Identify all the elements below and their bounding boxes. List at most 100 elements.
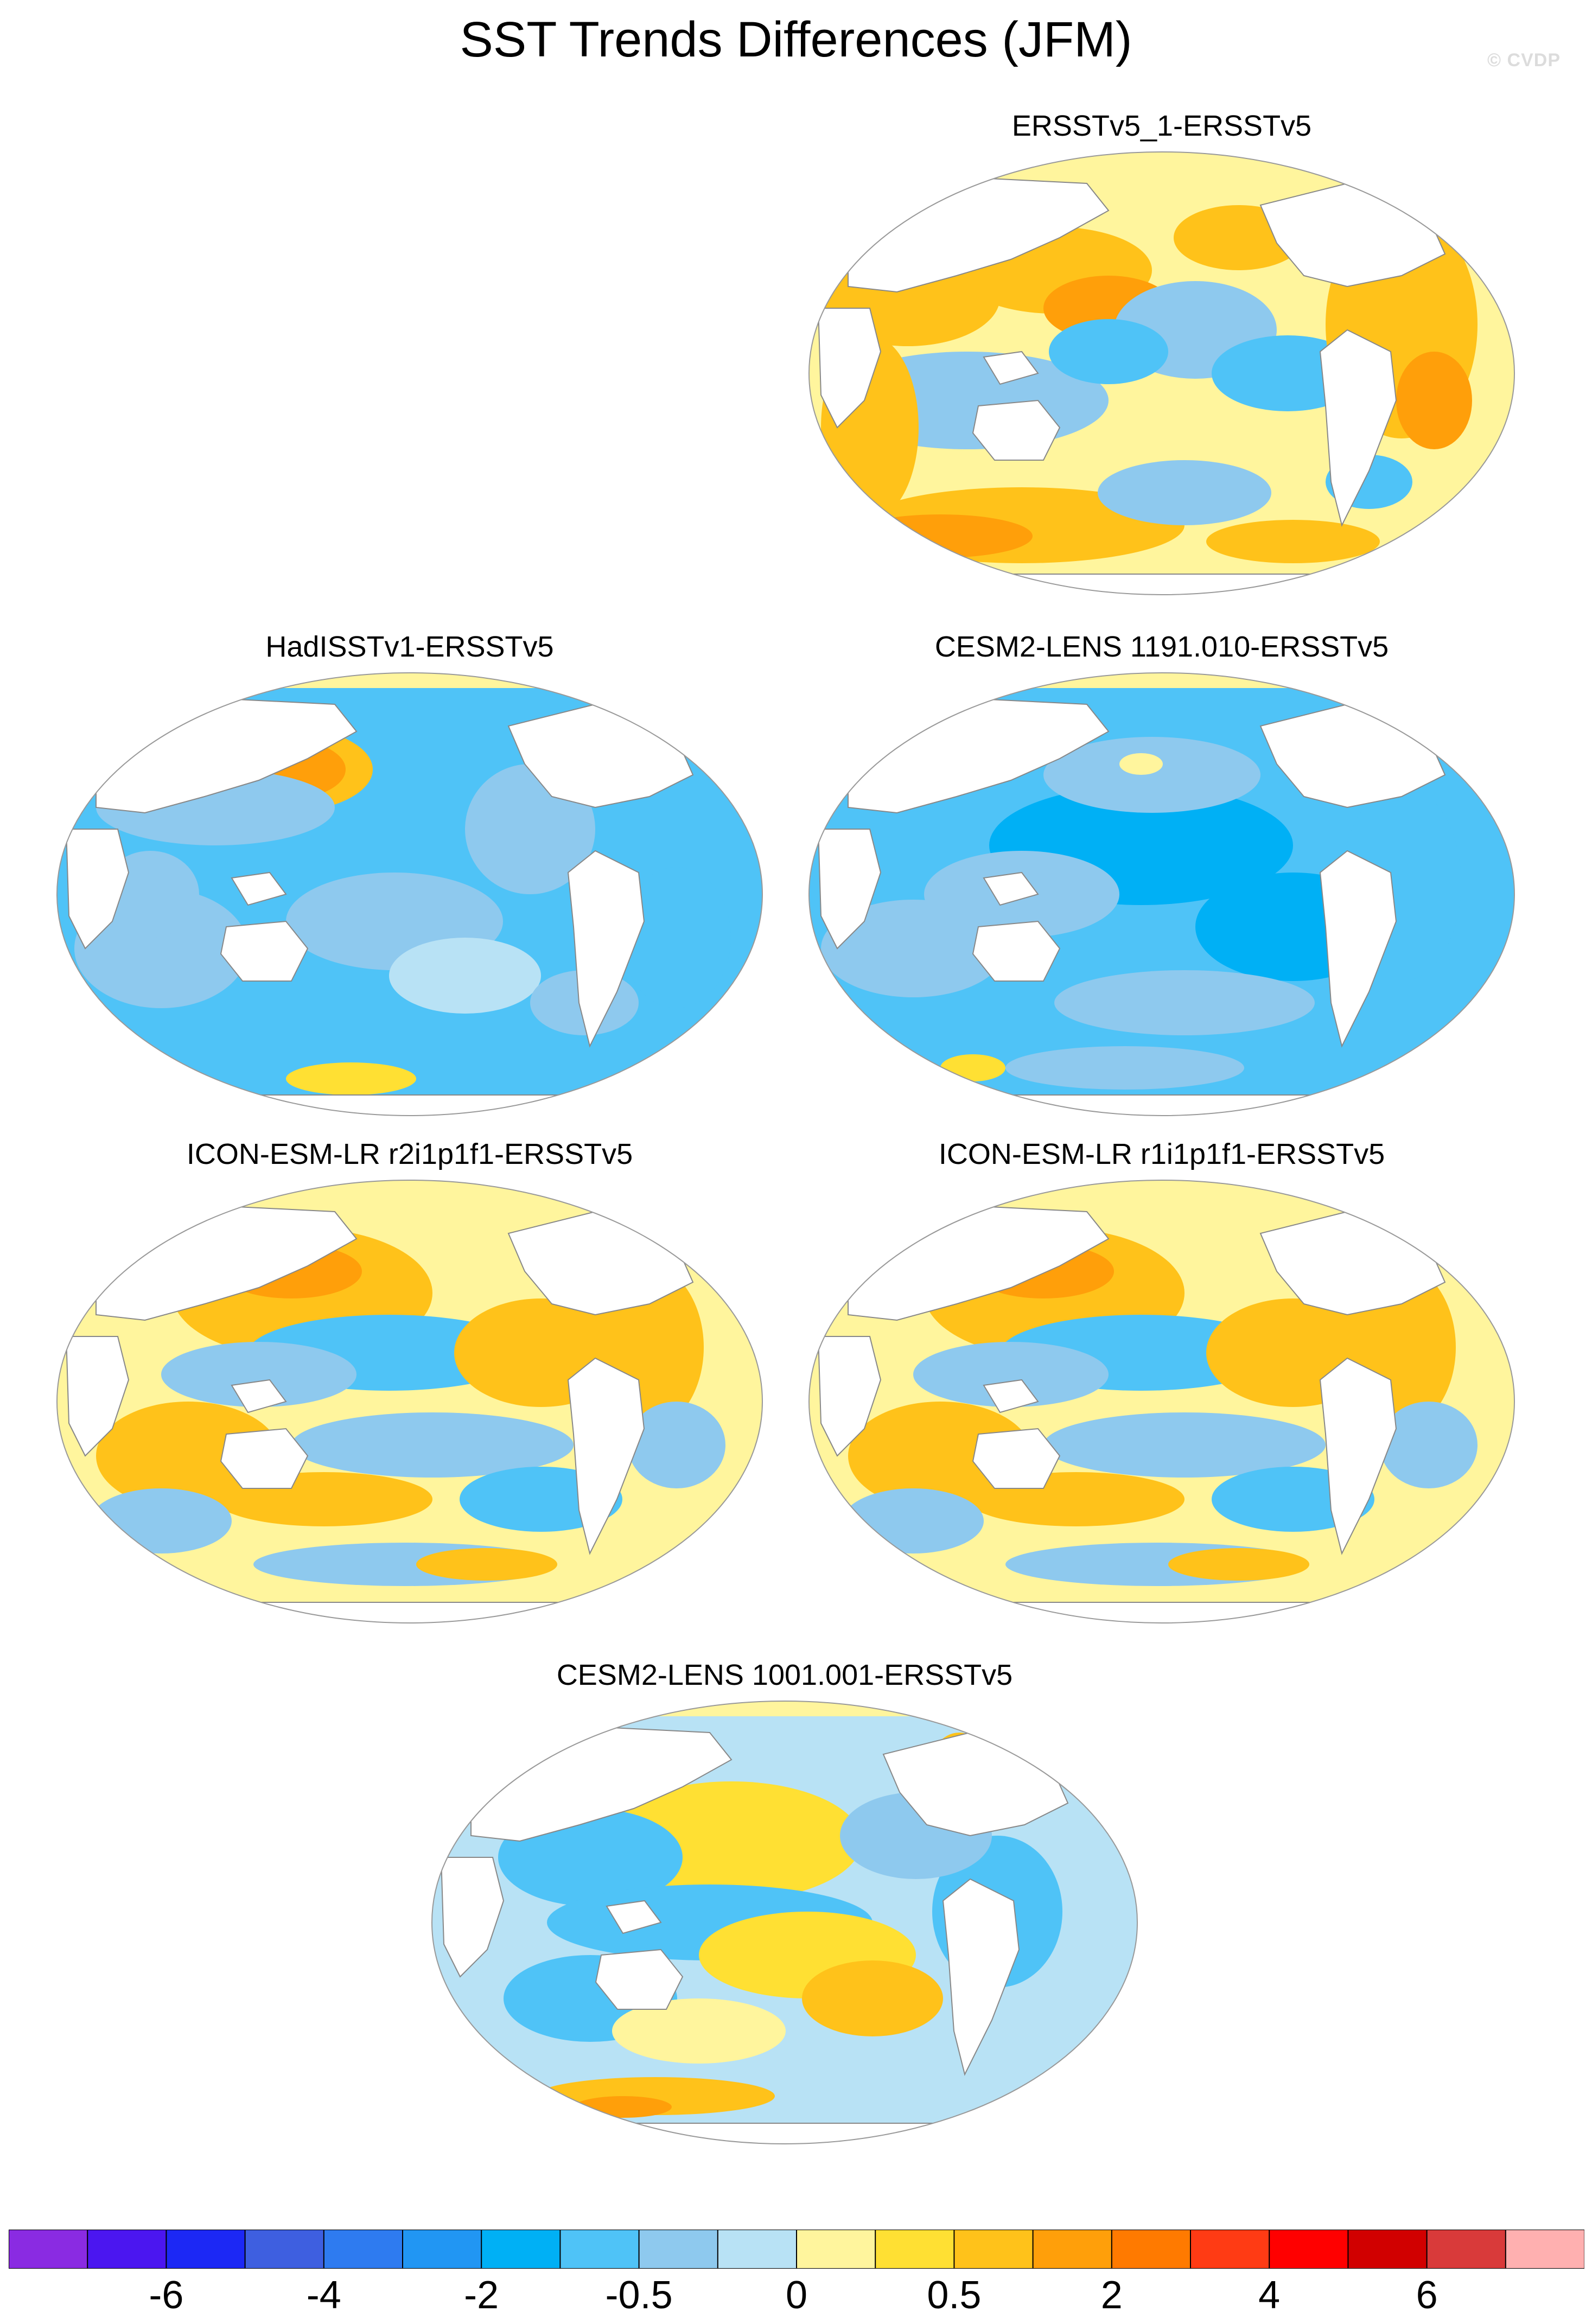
landmass xyxy=(1319,329,1397,527)
landmass xyxy=(65,1336,130,1457)
map-panel-1: ERSSTv5_1-ERSSTv5 xyxy=(805,109,1519,608)
landmass xyxy=(817,308,882,429)
colorbar-swatch xyxy=(87,2230,167,2269)
colorbar xyxy=(9,2230,1584,2269)
landmass xyxy=(65,829,130,950)
colorbar-swatch xyxy=(717,2230,798,2269)
panel-title: CESM2-LENS 1001.001-ERSSTv5 xyxy=(556,1659,1013,1691)
sst-anomaly-patch xyxy=(628,1402,725,1488)
landmass xyxy=(220,1428,309,1489)
colorbar-swatch xyxy=(953,2230,1034,2269)
landmass xyxy=(606,1900,662,1934)
map-panel-5: ICON-ESM-LR r1i1p1f1-ERSSTv5 xyxy=(805,1137,1519,1636)
colorbar-swatch xyxy=(9,2230,88,2269)
map-panel-6: CESM2-LENS 1001.001-ERSSTv5 xyxy=(428,1658,1142,2157)
landmass xyxy=(817,1336,882,1457)
colorbar-tick-label: -4 xyxy=(306,2274,341,2317)
map-panel-3: CESM2-LENS 1191.010-ERSSTv5 xyxy=(805,629,1519,1129)
panel-title: HadISSTv1-ERSSTv5 xyxy=(265,631,554,663)
landmass xyxy=(220,920,309,982)
landmass xyxy=(983,871,1039,906)
map-panel-2: HadISSTv1-ERSSTv5 xyxy=(53,629,767,1129)
arctic-band xyxy=(967,673,1356,688)
map-border xyxy=(56,672,763,1116)
colorbar-tick-label: -6 xyxy=(149,2274,184,2317)
arctic-band xyxy=(967,152,1356,167)
landmass xyxy=(868,574,1452,595)
landmass xyxy=(983,1379,1039,1413)
sst-anomaly-patch xyxy=(913,1342,1109,1407)
sst-anomaly-patch xyxy=(802,1960,943,2036)
sst-map xyxy=(431,1701,1138,2144)
sst-map xyxy=(56,1180,763,1623)
landmass xyxy=(1319,850,1397,1048)
landmass xyxy=(116,1094,700,1116)
colorbar-tick-label: 0 xyxy=(785,2274,808,2317)
landmass xyxy=(1395,161,1441,195)
colorbar-swatch xyxy=(481,2230,561,2269)
sst-anomaly-patch xyxy=(1049,319,1168,384)
sst-anomaly-patch xyxy=(821,900,1005,997)
colorbar-swatch xyxy=(244,2230,325,2269)
landmass xyxy=(983,351,1039,385)
sst-map xyxy=(808,151,1515,595)
landmass xyxy=(868,1094,1452,1116)
colorbar-tick-label: -0.5 xyxy=(605,2274,673,2317)
landmass xyxy=(1319,1357,1397,1555)
sst-anomaly-patch xyxy=(1043,1412,1326,1478)
colorbar-labels: -6 -4 -2 -0.5 0 0.5 2 4 6 xyxy=(9,2272,1584,2321)
sst-anomaly-patch xyxy=(416,1548,557,1581)
landmass xyxy=(440,1857,505,1978)
figure-title: SST Trends Differences (JFM) xyxy=(460,12,1132,67)
sst-anomaly-patch xyxy=(286,1062,416,1095)
cvdp-watermark: © CVDP xyxy=(1487,50,1561,71)
landmass xyxy=(942,1878,1020,2076)
landmass xyxy=(868,1602,1452,1623)
landmass xyxy=(972,1428,1061,1489)
sst-anomaly-patch xyxy=(848,514,1033,558)
colorbar-swatch xyxy=(559,2230,640,2269)
colorbar-swatch xyxy=(165,2230,246,2269)
panel-title: ICON-ESM-LR r2i1p1f1-ERSSTv5 xyxy=(186,1138,633,1170)
map-border xyxy=(808,1180,1515,1623)
colorbar-swatch xyxy=(1505,2230,1584,2269)
sst-anomaly-patch xyxy=(291,1412,574,1478)
sst-map xyxy=(808,672,1515,1116)
map-border xyxy=(808,151,1515,595)
landmass xyxy=(116,1602,700,1623)
arctic-band xyxy=(215,1180,604,1195)
colorbar-tick-label: 0.5 xyxy=(927,2274,982,2317)
map-panel-4: ICON-ESM-LR r2i1p1f1-ERSSTv5 xyxy=(53,1137,767,1636)
landmass xyxy=(1018,1710,1064,1744)
sst-anomaly-patch xyxy=(1119,753,1163,775)
sst-anomaly-patch xyxy=(1043,737,1260,813)
landmass xyxy=(231,871,287,906)
colorbar-swatch xyxy=(1426,2230,1507,2269)
panel-title: CESM2-LENS 1191.010-ERSSTv5 xyxy=(934,631,1389,663)
colorbar-swatch xyxy=(796,2230,876,2269)
landmass xyxy=(972,399,1061,461)
sst-anomaly-patch xyxy=(1005,1046,1244,1090)
colorbar-swatch xyxy=(638,2230,719,2269)
map-border xyxy=(56,1180,763,1623)
colorbar-swatch xyxy=(875,2230,955,2269)
colorbar-swatch xyxy=(1111,2230,1192,2269)
landmass xyxy=(1395,682,1441,716)
panel-title: ICON-ESM-LR r1i1p1f1-ERSSTv5 xyxy=(938,1138,1385,1170)
panel-title: ERSSTv5_1-ERSSTv5 xyxy=(1011,110,1312,142)
sst-anomaly-patch xyxy=(622,867,731,1008)
sst-anomaly-patch xyxy=(1396,352,1472,449)
landmass xyxy=(231,1379,287,1413)
map-border xyxy=(431,1701,1138,2144)
landmass xyxy=(595,1949,684,2010)
colorbar-swatch xyxy=(1032,2230,1113,2269)
landmass xyxy=(491,2123,1075,2144)
sst-anomaly-patch xyxy=(940,1054,1005,1081)
colorbar-swatch xyxy=(323,2230,404,2269)
sst-anomaly-patch xyxy=(848,1402,1033,1510)
landmass xyxy=(643,682,689,716)
sst-map xyxy=(56,672,763,1116)
landmass xyxy=(1395,1189,1441,1224)
sst-map xyxy=(808,1180,1515,1623)
colorbar-tick-label: 4 xyxy=(1258,2274,1281,2317)
